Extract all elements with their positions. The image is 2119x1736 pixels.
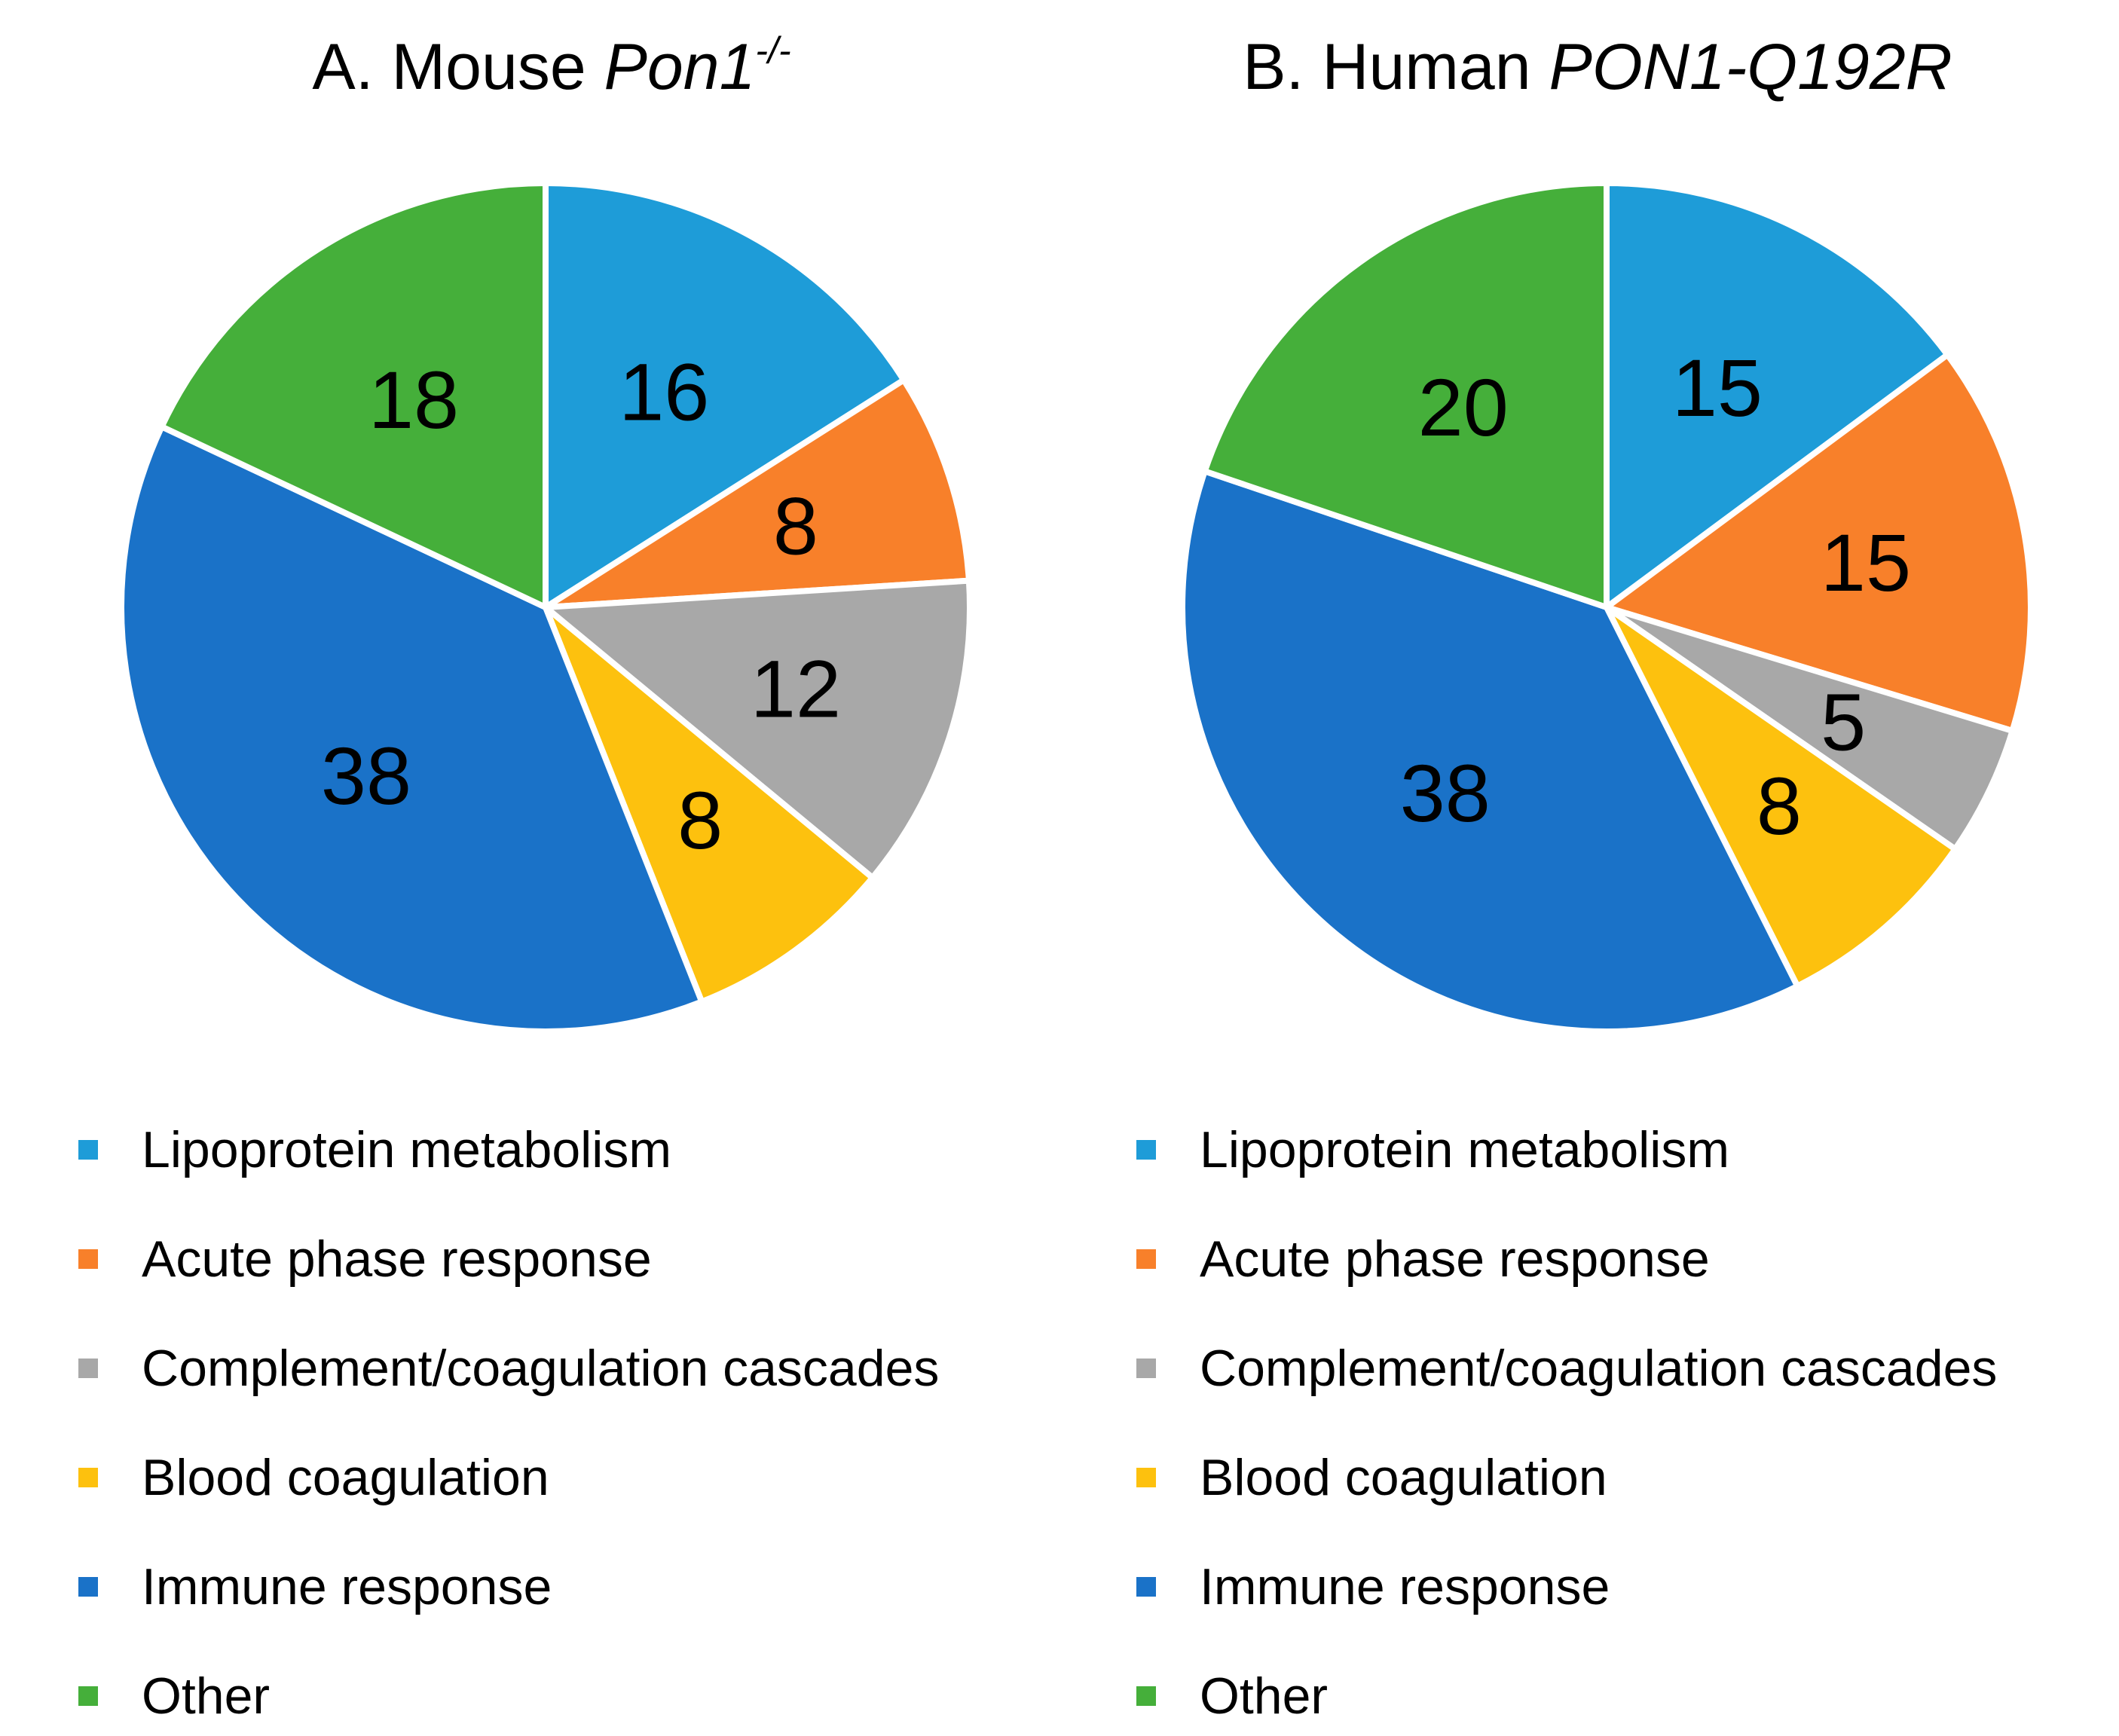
- data-label-b-blood-coagulation: 8: [1757, 760, 1802, 851]
- chart-mouse-pon1: A. Mouse Pon1-/- 16 8 12 8 38 18 Lipoprotein …: [78, 29, 973, 1725]
- data-label-b-immune-response: 38: [1400, 747, 1491, 839]
- pie-slice-a-immune-response: [118, 422, 706, 1035]
- legend-label-a-other: Other: [142, 1667, 270, 1725]
- pie-slice-a-other: [157, 179, 549, 613]
- legend-swatch-b-other: [1136, 1686, 1156, 1706]
- legend-swatch-a-blood-coagulation: [78, 1468, 98, 1487]
- legend-swatch-b-blood-coagulation: [1136, 1468, 1156, 1487]
- legend-label-a-blood-coagulation: Blood coagulation: [142, 1449, 549, 1506]
- chart-human-pon1-q192r: B. Human PON1-Q192R 15 15 58 38 20 Lipoprote…: [1136, 31, 2034, 1725]
- pie-labels-a: 16 8 12 8 38 18: [321, 346, 841, 866]
- legend-swatch-b-immune-response: [1136, 1577, 1156, 1597]
- chart-title-b-gene: PON1-Q192R: [1549, 31, 1952, 103]
- data-label-b-complement-coagulation-cascades: 5: [1821, 677, 1866, 768]
- legend-label-b-lipoprotein-metabolism: Lipoprotein metabolism: [1200, 1121, 1729, 1178]
- data-label-b-other: 20: [1418, 362, 1509, 453]
- chart-title-b-prefix: B. Human: [1243, 31, 1549, 103]
- legend-swatch-a-acute-phase-response: [78, 1249, 98, 1269]
- data-label-a-lipoprotein-metabolism: 16: [619, 346, 709, 437]
- legend-label-a-complement-coagulation-cascades: Complement/coagulation cascades: [142, 1340, 939, 1397]
- legend-swatch-b-lipoprotein-metabolism: [1136, 1140, 1156, 1160]
- pie-slice-b-other: [1200, 179, 1610, 612]
- legend-swatch-a-immune-response: [78, 1577, 98, 1597]
- data-label-b-acute-phase-response: 15: [1821, 517, 1911, 608]
- pie-labels-b: 15 15 58 38 20: [1400, 342, 1911, 851]
- legend-label-b-blood-coagulation: Blood coagulation: [1200, 1449, 1607, 1506]
- pie-slice-a-complement-coagulation-cascades: [537, 577, 973, 882]
- legend-swatch-b-acute-phase-response: [1136, 1249, 1156, 1269]
- pie-slices-a: [118, 179, 973, 1035]
- legend-swatch-a-other: [78, 1686, 98, 1706]
- legend-label-a-lipoprotein-metabolism: Lipoprotein metabolism: [142, 1121, 671, 1178]
- data-label-a-complement-coagulation-cascades: 12: [751, 643, 841, 734]
- legend-label-b-immune-response: Immune response: [1200, 1558, 1610, 1615]
- legend-label-b-complement-coagulation-cascades: Complement/coagulation cascades: [1200, 1340, 1997, 1397]
- data-label-a-blood-coagulation: 8: [677, 775, 723, 866]
- legend-swatch-b-complement-coagulation-cascades: [1136, 1359, 1156, 1378]
- chart-title-a: A. Mouse Pon1-/-: [312, 29, 790, 103]
- data-label-b-lipoprotein-metabolism: 15: [1672, 342, 1763, 433]
- legend-label-b-other: Other: [1200, 1667, 1328, 1725]
- chart-title-a-gene: Pon1: [604, 31, 756, 103]
- legend-swatch-a-complement-coagulation-cascades: [78, 1359, 98, 1378]
- pie-slice-a-acute-phase-response: [543, 375, 973, 610]
- data-label-a-acute-phase-response: 8: [773, 481, 818, 572]
- data-label-a-other: 18: [368, 354, 459, 445]
- legend-a: Lipoprotein metabolism Acute phase respon…: [78, 1121, 939, 1725]
- legend-label-b-acute-phase-response: Acute phase response: [1200, 1230, 1710, 1288]
- data-label-a-immune-response: 38: [321, 730, 411, 821]
- legend-swatch-a-lipoprotein-metabolism: [78, 1140, 98, 1160]
- legend-label-a-immune-response: Immune response: [142, 1558, 552, 1615]
- pie-slice-b-immune-response: [1179, 467, 1802, 1035]
- chart-title-b: B. Human PON1-Q192R: [1243, 31, 1952, 103]
- pie-slice-b-blood-coagulation: [1604, 604, 1960, 991]
- legend-label-a-acute-phase-response: Acute phase response: [142, 1230, 652, 1288]
- pie-slice-a-blood-coagulation: [543, 604, 877, 1006]
- pie-slice-b-lipoprotein-metabolism: [1604, 179, 1952, 613]
- chart-title-a-prefix: A. Mouse: [312, 31, 604, 103]
- legend-b: Lipoprotein metabolism Acute phase respon…: [1136, 1121, 1997, 1725]
- pie-slice-a-lipoprotein-metabolism: [543, 179, 908, 613]
- chart-title-a-superscript: -/-: [755, 29, 790, 72]
- pie-slices-b: [1179, 179, 2034, 1035]
